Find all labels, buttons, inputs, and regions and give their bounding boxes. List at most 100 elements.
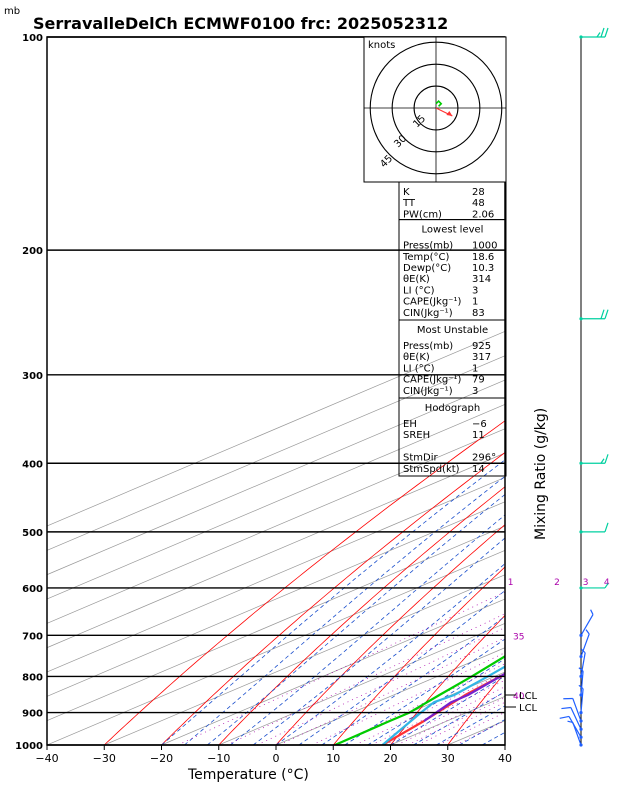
moist-adiabat-line [207, 250, 618, 745]
lowest-level-row-value: 3 [472, 285, 478, 296]
isotherm-line [0, 37, 618, 745]
moist-adiabat-line [368, 250, 618, 745]
x-tick-label: −40 [35, 752, 58, 765]
isotherm-line [104, 37, 618, 745]
wind-barb-flag [605, 523, 608, 532]
pressure-tick-label: 300 [22, 371, 43, 382]
isotherm-line [0, 37, 618, 745]
hodograph-stats-row-value: 11 [472, 430, 485, 441]
lowest-level-row-label: Dewp(°C) [403, 263, 451, 274]
lowest-level-row-value: 18.6 [472, 252, 494, 263]
isotherm-line [0, 37, 618, 745]
most-unstable-row-value: 3 [472, 386, 478, 397]
dry-adiabat-line [562, 37, 618, 745]
wind-barb-flag [601, 310, 604, 319]
pressure-tick-label: 600 [22, 584, 43, 595]
wind-barb-flag [605, 310, 608, 319]
index-top-row-value: 2.06 [472, 209, 494, 220]
most-unstable-row-label: CAPE(Jkg⁻¹) [403, 375, 461, 386]
wind-barb-flag [601, 28, 604, 37]
most-unstable-row-label: CIN(Jkg⁻¹) [403, 386, 453, 397]
chart-title: SerravalleDelCh ECMWF0100 frc: 202505231… [33, 14, 448, 33]
pressure-tick-label: 900 [22, 709, 43, 720]
wind-barb-flag [597, 33, 600, 38]
wind-barb-flag [601, 459, 604, 464]
isotherm-line [562, 37, 618, 745]
lowest-level-row-label: Temp(°C) [402, 252, 450, 263]
wind-barb-shaft [569, 716, 581, 737]
mixing-ratio-labels: 12346810121416182025303540 [508, 578, 618, 702]
wind-barb-flag [586, 630, 589, 634]
index-top-row-value: 28 [472, 187, 485, 198]
mixing-ratio-line [397, 588, 618, 745]
lowest-level-row-value: 314 [472, 274, 491, 285]
background-lines [0, 37, 618, 745]
mixing-ratio-line [418, 588, 618, 745]
most-unstable-row-value: 1 [472, 363, 478, 374]
index-top-row-label: TT [402, 198, 416, 209]
wind-barb-flag [591, 610, 593, 615]
mixing-ratio-label: 3 [583, 578, 589, 588]
index-top-row-label: K [403, 187, 410, 198]
mixing-ratio-line [336, 588, 618, 745]
hodograph-stats-row-label: EH [403, 419, 417, 430]
most-unstable-row-label: θE(K) [403, 352, 430, 363]
pressure-tick-label: 500 [22, 528, 43, 539]
most-unstable-header: Most Unstable [417, 325, 488, 336]
pressure-tick-label: 700 [22, 631, 43, 642]
lcl-label: LCL [519, 691, 538, 702]
isotherm-line [0, 37, 618, 745]
hodograph-stats-row-label: StmSpd(kt) [403, 464, 460, 475]
pressure-tick-label: 200 [22, 246, 43, 257]
moist-adiabat-line [162, 250, 618, 745]
lowest-level-row-label: CIN(Jkg⁻¹) [403, 308, 453, 319]
hodograph-stats-row-value: 296° [472, 453, 496, 464]
lowest-level-row-label: LI (°C) [403, 285, 435, 296]
isotherm-line [0, 37, 618, 745]
hodograph-stats-row-label: SREH [403, 430, 430, 441]
x-tick-label: 30 [441, 752, 455, 765]
mixing-ratio-line [408, 588, 618, 745]
isotherm-line [0, 37, 618, 745]
x-tick-label: 0 [273, 752, 280, 765]
most-unstable-row-label: Press(mb) [403, 341, 453, 352]
pressure-tick-label: 400 [22, 459, 43, 470]
lowest-level-row-value: 1 [472, 297, 478, 308]
mixing-ratio-line [227, 588, 560, 745]
lcl-label: LCL [519, 703, 538, 714]
mixing-ratio-label: 4 [604, 578, 610, 588]
lowest-level-header: Lowest level [422, 225, 484, 236]
wind-barb-flag [561, 707, 570, 708]
isotherm-line [47, 37, 618, 745]
dry-adiabat-line [104, 37, 618, 745]
mixing-ratio-line [280, 588, 610, 745]
hodograph-unit: knots [368, 40, 395, 51]
isotherm-line [0, 37, 618, 745]
hodograph-stats-row-label: StmDir [403, 453, 438, 464]
wind-barb-shaft [581, 615, 593, 636]
wind-barb-flag [605, 28, 608, 37]
x-tick-label: 10 [326, 752, 340, 765]
mixing-ratio-line [456, 588, 618, 745]
lowest-level-row-label: CAPE(Jkg⁻¹) [403, 297, 461, 308]
mixing-ratio-label: 2 [554, 578, 560, 588]
lowest-level-row-value: 1000 [472, 241, 497, 252]
hodograph-stats-header: Hodograph [425, 403, 480, 414]
most-unstable-row-value: 317 [472, 352, 491, 363]
lowest-level-row-label: θE(K) [403, 274, 430, 285]
theta-e-label: 35 [513, 632, 524, 642]
pressure-tick-label: 1000 [15, 741, 43, 752]
index-top-row-label: PW(cm) [403, 209, 442, 220]
mixing-ratio-line [178, 588, 514, 745]
moist-adiabat-line [482, 250, 618, 745]
lowest-level-row-value: 83 [472, 308, 485, 319]
wind-barb-flag [560, 716, 569, 718]
index-top-row-value: 48 [472, 198, 485, 209]
lowest-level-row-value: 10.3 [472, 263, 494, 274]
wind-barb-flag [605, 454, 608, 463]
x-tick-label: 40 [498, 752, 512, 765]
pressure-tick-label: 100 [22, 33, 43, 44]
